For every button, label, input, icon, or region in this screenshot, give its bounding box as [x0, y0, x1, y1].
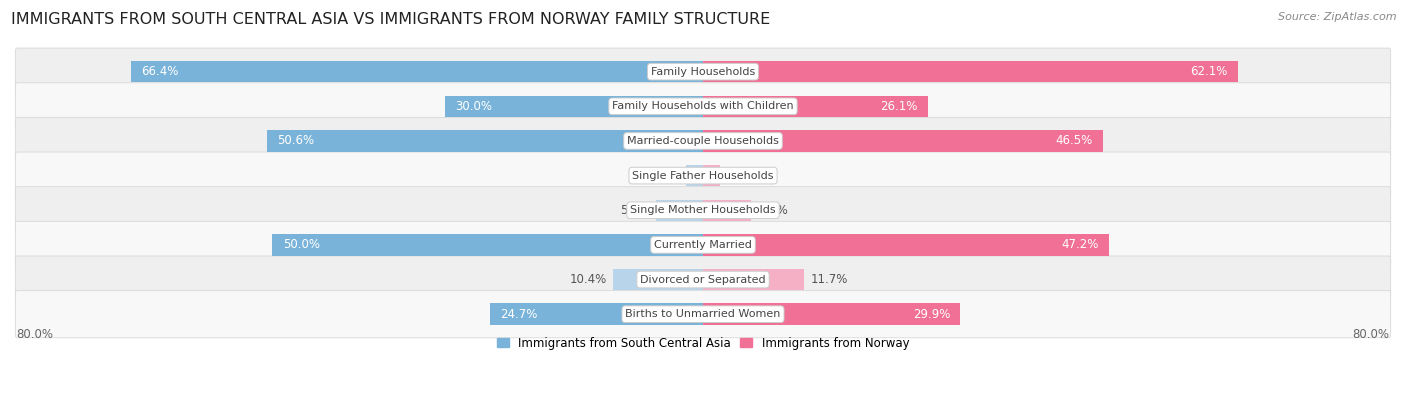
Text: 5.6%: 5.6%: [758, 204, 787, 217]
FancyBboxPatch shape: [15, 117, 1391, 164]
Text: 2.0%: 2.0%: [650, 169, 679, 182]
FancyBboxPatch shape: [15, 83, 1391, 130]
Text: Single Father Households: Single Father Households: [633, 171, 773, 181]
Bar: [703, 165, 720, 186]
Text: 10.4%: 10.4%: [569, 273, 606, 286]
Text: 26.1%: 26.1%: [880, 100, 918, 113]
Text: 50.0%: 50.0%: [283, 239, 319, 251]
FancyBboxPatch shape: [15, 152, 1391, 199]
Bar: [703, 61, 1237, 83]
Text: 66.4%: 66.4%: [142, 65, 179, 78]
Text: 30.0%: 30.0%: [456, 100, 492, 113]
Text: Single Mother Households: Single Mother Households: [630, 205, 776, 215]
Bar: [703, 130, 1104, 152]
Text: Family Households: Family Households: [651, 67, 755, 77]
Legend: Immigrants from South Central Asia, Immigrants from Norway: Immigrants from South Central Asia, Immi…: [496, 337, 910, 350]
Text: 80.0%: 80.0%: [1353, 328, 1389, 341]
Text: IMMIGRANTS FROM SOUTH CENTRAL ASIA VS IMMIGRANTS FROM NORWAY FAMILY STRUCTURE: IMMIGRANTS FROM SOUTH CENTRAL ASIA VS IM…: [11, 12, 770, 27]
Bar: [703, 303, 960, 325]
Bar: [657, 199, 703, 221]
Text: 29.9%: 29.9%: [912, 308, 950, 321]
Text: 62.1%: 62.1%: [1189, 65, 1227, 78]
Bar: [703, 199, 751, 221]
Bar: [686, 165, 703, 186]
Text: Source: ZipAtlas.com: Source: ZipAtlas.com: [1278, 12, 1396, 22]
Bar: [131, 61, 703, 83]
FancyBboxPatch shape: [15, 48, 1391, 95]
Bar: [491, 303, 703, 325]
FancyBboxPatch shape: [15, 291, 1391, 338]
Text: 2.0%: 2.0%: [727, 169, 756, 182]
Bar: [703, 269, 804, 290]
Text: Births to Unmarried Women: Births to Unmarried Women: [626, 309, 780, 319]
Bar: [273, 234, 703, 256]
Text: 46.5%: 46.5%: [1056, 134, 1092, 147]
Bar: [444, 96, 703, 117]
Text: 50.6%: 50.6%: [277, 134, 315, 147]
Bar: [613, 269, 703, 290]
FancyBboxPatch shape: [15, 221, 1391, 269]
FancyBboxPatch shape: [15, 256, 1391, 303]
Text: 47.2%: 47.2%: [1062, 239, 1099, 251]
Bar: [703, 234, 1109, 256]
Text: Divorced or Separated: Divorced or Separated: [640, 275, 766, 284]
FancyBboxPatch shape: [15, 187, 1391, 234]
Text: Currently Married: Currently Married: [654, 240, 752, 250]
Text: Family Households with Children: Family Households with Children: [612, 101, 794, 111]
Text: 80.0%: 80.0%: [17, 328, 53, 341]
Text: Married-couple Households: Married-couple Households: [627, 136, 779, 146]
Text: 11.7%: 11.7%: [811, 273, 848, 286]
Bar: [267, 130, 703, 152]
Bar: [703, 96, 928, 117]
Text: 5.4%: 5.4%: [620, 204, 650, 217]
Text: 24.7%: 24.7%: [501, 308, 538, 321]
